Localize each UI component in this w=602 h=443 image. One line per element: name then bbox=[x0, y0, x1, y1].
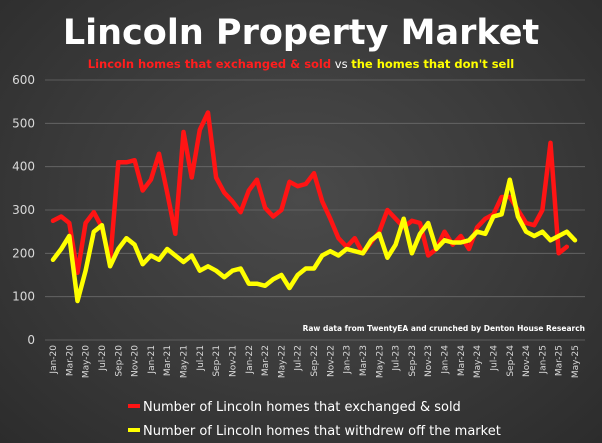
x-tick-label: Sep-21 bbox=[212, 345, 222, 377]
x-tick-label: Mar-23 bbox=[359, 345, 369, 376]
x-axis: Jan-20 Mar-20 May-20 Jul-20 Sep-20 Nov-20 Jan-… bbox=[49, 345, 581, 378]
legend-label-withdrawn: Number of Lincoln homes that withdrew of… bbox=[143, 424, 501, 439]
x-tick-label: Mar-24 bbox=[457, 345, 467, 376]
x-tick-label: Nov-21 bbox=[228, 345, 238, 377]
x-tick-label: Mar-21 bbox=[163, 345, 173, 376]
x-tick-label: Nov-20 bbox=[131, 345, 141, 377]
series-line-withdrawn bbox=[50, 177, 578, 304]
y-tick-label: 200 bbox=[12, 246, 35, 260]
x-tick-label: Jul-24 bbox=[489, 345, 499, 372]
x-tick-label: Jul-21 bbox=[196, 345, 206, 372]
legend: Number of Lincoln homes that exchanged &… bbox=[128, 400, 501, 439]
y-tick-label: 100 bbox=[12, 290, 35, 304]
x-tick-label: Mar-20 bbox=[65, 345, 75, 376]
x-tick-label: Jan-20 bbox=[49, 345, 59, 375]
x-tick-label: Sep-20 bbox=[114, 345, 124, 377]
series-line-sold bbox=[50, 110, 570, 276]
x-tick-label: Jan-23 bbox=[343, 345, 353, 375]
chart-subtitle: Lincoln homes that exchanged & sold vs t… bbox=[88, 57, 515, 71]
subtitle-unsold: the homes that don't sell bbox=[351, 57, 514, 71]
y-tick-label: 400 bbox=[12, 160, 35, 174]
x-tick-label: Jan-24 bbox=[441, 345, 451, 375]
x-tick-label: Jul-20 bbox=[98, 345, 108, 372]
y-tick-label: 500 bbox=[12, 116, 35, 130]
chart-title: Lincoln Property Market bbox=[63, 13, 539, 53]
x-tick-label: May-20 bbox=[82, 345, 92, 378]
x-tick-label: May-24 bbox=[473, 345, 483, 378]
x-tick-label: Mar-25 bbox=[555, 345, 565, 376]
subtitle-vs: vs bbox=[331, 57, 351, 71]
series-lines bbox=[50, 110, 578, 304]
x-tick-label: Mar-22 bbox=[261, 345, 271, 376]
x-tick-label: May-22 bbox=[277, 345, 287, 378]
y-tick-label: 600 bbox=[12, 73, 35, 87]
x-tick-label: May-23 bbox=[375, 345, 385, 378]
x-tick-label: May-21 bbox=[180, 345, 190, 378]
x-tick-label: Nov-22 bbox=[326, 345, 336, 377]
subtitle-sold: Lincoln homes that exchanged & sold bbox=[88, 57, 331, 71]
x-tick-label: May-25 bbox=[571, 345, 581, 378]
y-tick-label: 300 bbox=[12, 203, 35, 217]
credit-text: Raw data from TwentyEA and crunched by D… bbox=[303, 324, 585, 333]
x-tick-label: Nov-24 bbox=[522, 345, 532, 377]
x-tick-label: Jan-25 bbox=[538, 345, 548, 375]
x-tick-label: Jan-21 bbox=[147, 345, 157, 375]
y-axis: 0 100 200 300 400 500 600 bbox=[12, 73, 35, 347]
x-tick-label: Sep-23 bbox=[408, 345, 418, 377]
x-tick-label: Sep-22 bbox=[310, 345, 320, 377]
x-tick-label: Jan-22 bbox=[245, 345, 255, 375]
y-tick-label: 0 bbox=[27, 333, 35, 347]
legend-label-sold: Number of Lincoln homes that exchanged &… bbox=[143, 400, 461, 415]
x-tick-label: Nov-23 bbox=[424, 345, 434, 377]
x-tick-label: Jul-23 bbox=[392, 345, 402, 372]
x-tick-label: Jul-22 bbox=[294, 345, 304, 372]
x-tick-label: Sep-24 bbox=[506, 345, 516, 377]
